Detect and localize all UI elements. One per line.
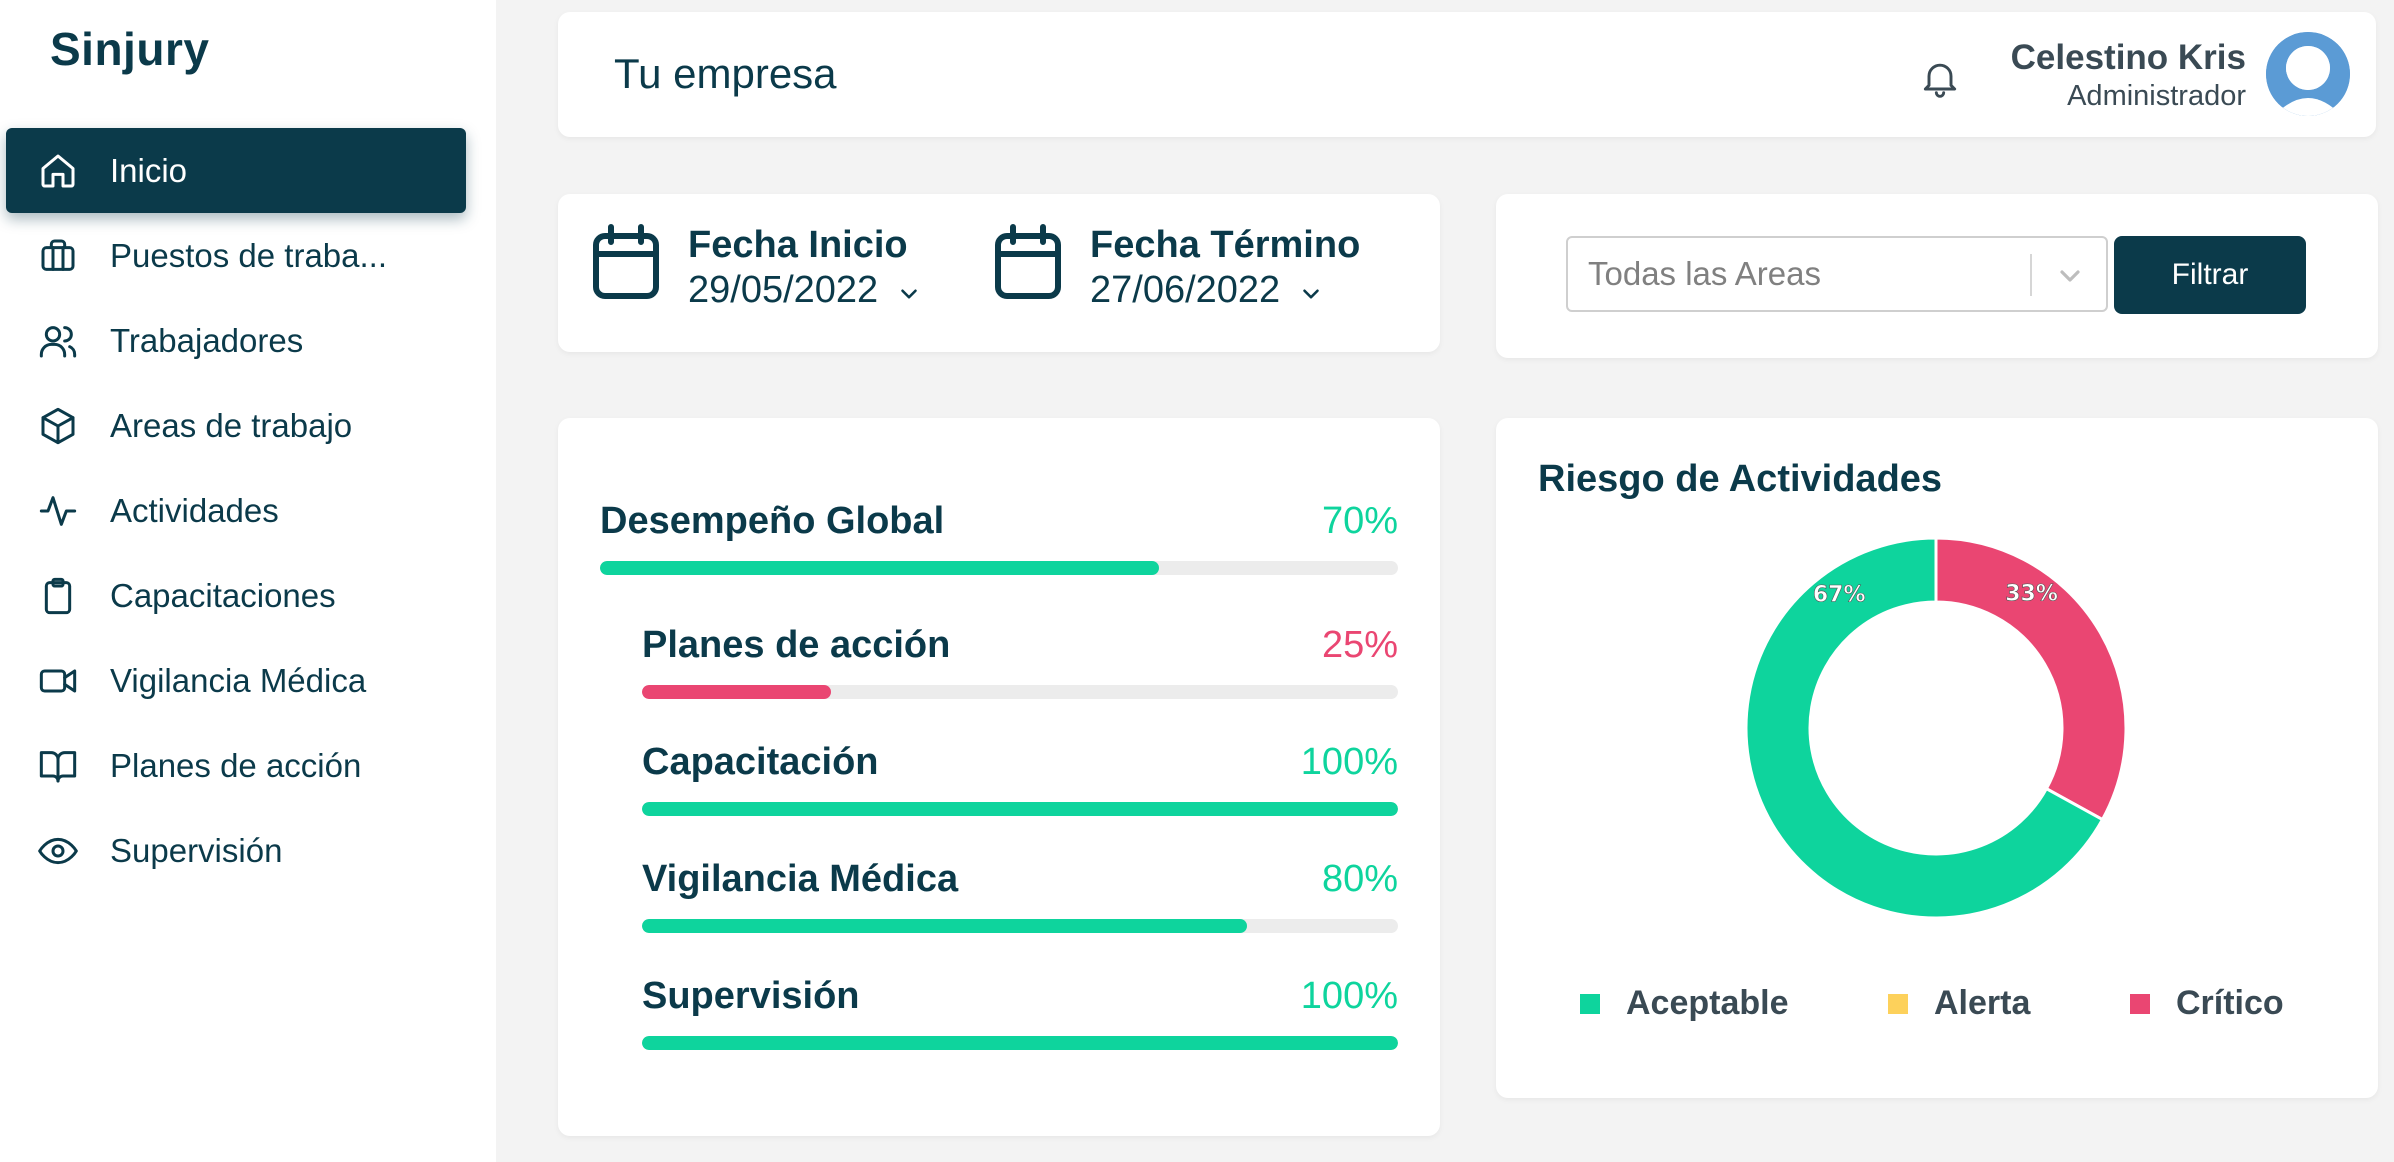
select-separator	[2030, 254, 2032, 296]
end-date-value: 27/06/2022	[1090, 269, 1360, 312]
filter-button[interactable]: Filtrar	[2114, 236, 2306, 314]
area-select[interactable]: Todas las Areas	[1566, 236, 2108, 312]
progress-label: Capacitación	[642, 741, 879, 783]
progress-label: Vigilancia Médica	[642, 858, 959, 900]
progress-fill	[642, 802, 1398, 816]
progress-fill	[642, 685, 831, 699]
progress-value: 100%	[1300, 975, 1398, 1017]
video-icon	[36, 659, 80, 703]
briefcase-icon	[36, 234, 80, 278]
cube-icon	[36, 404, 80, 448]
chevron-down-icon[interactable]	[2054, 260, 2086, 292]
sidebar-item-label: Vigilancia Médica	[110, 661, 367, 699]
sidebar-item-areas[interactable]: Areas de trabajo	[6, 383, 466, 468]
sidebar-item-actividades[interactable]: Actividades	[6, 468, 466, 553]
home-icon	[36, 149, 80, 193]
progress-value: 100%	[1300, 741, 1398, 783]
donut-chart: 33% 67%	[1744, 536, 2128, 920]
progress-track	[642, 919, 1398, 933]
sidebar-nav: Inicio Puestos de traba... Trabajadores …	[6, 128, 466, 893]
sidebar-item-vigilancia[interactable]: Vigilancia Médica	[6, 638, 466, 723]
progress-fill	[600, 561, 1159, 575]
progress-value: 25%	[1321, 624, 1398, 666]
book-open-icon	[36, 744, 80, 788]
brand-logo[interactable]: Sinjury	[50, 23, 210, 75]
progress-fill	[642, 919, 1247, 933]
donut-label-crítico: 33%	[2005, 582, 2058, 607]
progress-label: Planes de acción	[642, 624, 951, 666]
legend-item-crítico[interactable]: Crítico	[2130, 984, 2284, 1023]
start-date-label: Fecha Inicio	[688, 224, 908, 266]
end-date-picker[interactable]: Fecha Término 27/06/2022	[992, 224, 1360, 312]
donut-slice-aceptable[interactable]	[1744, 536, 2105, 920]
chevron-down-icon	[1303, 288, 1319, 299]
area-select-value: Todas las Areas	[1588, 255, 1821, 292]
end-date-text: 27/06/2022	[1090, 269, 1281, 311]
progress-value: 80%	[1321, 858, 1398, 900]
start-date-value: 29/05/2022	[688, 269, 922, 312]
end-date-label: Fecha Término	[1090, 224, 1361, 266]
progress-item-vigilancia: Vigilancia Médica 80%	[642, 858, 1398, 933]
clipboard-icon	[36, 574, 80, 618]
sidebar-item-supervision[interactable]: Supervisión	[6, 808, 466, 893]
legend-item-alerta[interactable]: Alerta	[1888, 984, 2030, 1023]
donut-label-aceptable: 67%	[1813, 583, 1866, 608]
sidebar-item-inicio[interactable]: Inicio	[6, 128, 466, 213]
user-role: Administrador	[2067, 80, 2246, 112]
performance-card: Desempeño Global 70% Planes de acción 25…	[558, 418, 1440, 1136]
legend-item-aceptable[interactable]: Aceptable	[1580, 984, 1789, 1023]
sidebar-item-label: Supervisión	[110, 831, 283, 869]
legend-swatch	[2130, 993, 2150, 1014]
risk-chart-card: Riesgo de Actividades 33% 67% Aceptable Al…	[1496, 418, 2378, 1098]
progress-value: 70%	[1321, 500, 1398, 542]
sidebar-item-label: Puestos de traba...	[110, 236, 388, 274]
sidebar-item-label: Trabajadores	[110, 321, 304, 359]
start-date-picker[interactable]: Fecha Inicio 29/05/2022	[590, 224, 922, 312]
calendar-icon	[995, 224, 1061, 299]
legend-label: Alerta	[1934, 984, 2031, 1022]
progress-track	[642, 1036, 1398, 1050]
donut-slice-crítico[interactable]	[1934, 536, 2128, 822]
sidebar-item-label: Capacitaciones	[110, 576, 336, 614]
date-range-card: Fecha Inicio 29/05/2022 Fecha Término 27…	[558, 194, 1440, 352]
legend-swatch	[1888, 993, 1908, 1014]
progress-label: Desempeño Global	[600, 500, 945, 542]
progress-item-capacitacion: Capacitación 100%	[642, 741, 1398, 816]
user-name: Celestino Kris	[2010, 38, 2246, 77]
progress-item-planes: Planes de acción 25%	[642, 624, 1398, 699]
avatar[interactable]	[2266, 32, 2350, 116]
progress-fill	[642, 1036, 1398, 1050]
progress-item-supervision: Supervisión 100%	[642, 975, 1398, 1050]
sidebar-item-trabajadores[interactable]: Trabajadores	[6, 298, 466, 383]
bell-icon[interactable]	[1918, 54, 1962, 102]
sidebar-item-label: Areas de trabajo	[110, 406, 353, 444]
chart-title: Riesgo de Actividades	[1538, 458, 1943, 500]
progress-item-global: Desempeño Global 70%	[600, 500, 1398, 575]
progress-track	[600, 561, 1398, 575]
progress-track	[642, 802, 1398, 816]
sidebar-item-label: Planes de acción	[110, 746, 362, 784]
chevron-down-icon	[901, 288, 917, 299]
progress-track	[642, 685, 1398, 699]
calendar-icon	[593, 224, 659, 299]
start-date-text: 29/05/2022	[688, 269, 879, 311]
legend-swatch	[1580, 993, 1600, 1014]
sidebar-item-planes[interactable]: Planes de acción	[6, 723, 466, 808]
sidebar: Sinjury Inicio Puestos de traba... Traba…	[0, 0, 496, 1162]
progress-label: Supervisión	[642, 975, 860, 1017]
legend-label: Aceptable	[1626, 984, 1789, 1022]
sidebar-item-label: Inicio	[110, 151, 188, 189]
users-icon	[36, 319, 80, 363]
activity-icon	[36, 489, 80, 533]
filter-card: Todas las Areas Filtrar	[1496, 194, 2378, 358]
legend-label: Crítico	[2176, 984, 2284, 1022]
header-bar: Tu empresa Celestino Kris Administrador	[558, 12, 2376, 137]
sidebar-item-puestos[interactable]: Puestos de traba...	[6, 213, 466, 298]
page-title: Tu empresa	[614, 50, 837, 97]
sidebar-item-capacitaciones[interactable]: Capacitaciones	[6, 553, 466, 638]
eye-icon	[36, 829, 80, 873]
sidebar-item-label: Actividades	[110, 491, 279, 529]
